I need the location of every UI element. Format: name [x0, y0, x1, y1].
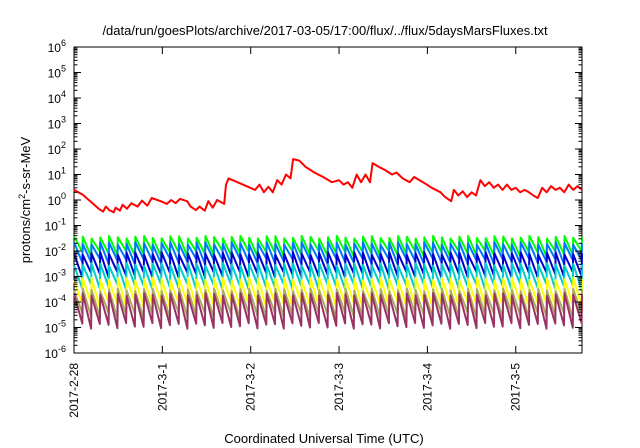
x-tick-label: 2017-3-1 [155, 363, 169, 411]
y-tick-label: 101 [48, 166, 66, 183]
y-tick-label: 105 [48, 64, 66, 81]
y-tick-label: 10-2 [45, 242, 66, 259]
y-axis-label-main: protons/cm [18, 199, 33, 263]
x-tick-label: 2017-3-5 [509, 363, 523, 411]
series-line-4 [73, 262, 583, 291]
y-tick-label: 10-3 [45, 268, 66, 285]
y-axis-ticks: 10-6 10-5 10-4 10-3 10-2 10-1 100 101 102 103 104 1… [45, 38, 582, 361]
x-tick-label: 2017-3-4 [420, 363, 434, 411]
y-tick-label: 10-5 [45, 319, 66, 336]
y-tick-label: 102 [48, 140, 66, 157]
x-axis-label: Coordinated Universal Time (UTC) [224, 431, 423, 446]
y-tick-label: 10-1 [45, 217, 66, 234]
x-tick-label: 2017-2-28 [67, 363, 81, 418]
series-line-7 [73, 292, 583, 330]
y-tick-label: 106 [48, 38, 66, 55]
y-tick-label: 10-4 [45, 293, 66, 310]
x-axis-ticks: 2017-2-28 2017-3-1 2017-3-2 2017-3-3 2017-3-… [67, 47, 523, 418]
y-axis-label-sup: 2 [17, 194, 27, 199]
x-tick-label: 2017-3-2 [244, 363, 258, 411]
y-axis-label: protons/cm2-s-sr-MeV [17, 136, 33, 263]
y-tick-label: 10-6 [45, 344, 66, 361]
chart-title: /data/run/goesPlots/archive/2017-03-05/1… [102, 23, 548, 38]
y-tick-label: 104 [48, 89, 66, 106]
y-axis-label-tail: -s-sr-MeV [18, 136, 33, 193]
x-tick-label: 2017-3-3 [332, 363, 346, 411]
series-line-0 [73, 158, 583, 214]
series-layer [73, 158, 583, 330]
y-tick-label: 100 [48, 191, 66, 208]
y-tick-label: 103 [48, 115, 66, 132]
